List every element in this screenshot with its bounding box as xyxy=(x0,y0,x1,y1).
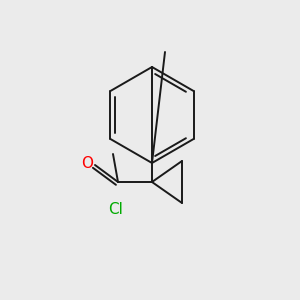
Text: O: O xyxy=(81,155,93,170)
Text: Cl: Cl xyxy=(109,202,123,217)
